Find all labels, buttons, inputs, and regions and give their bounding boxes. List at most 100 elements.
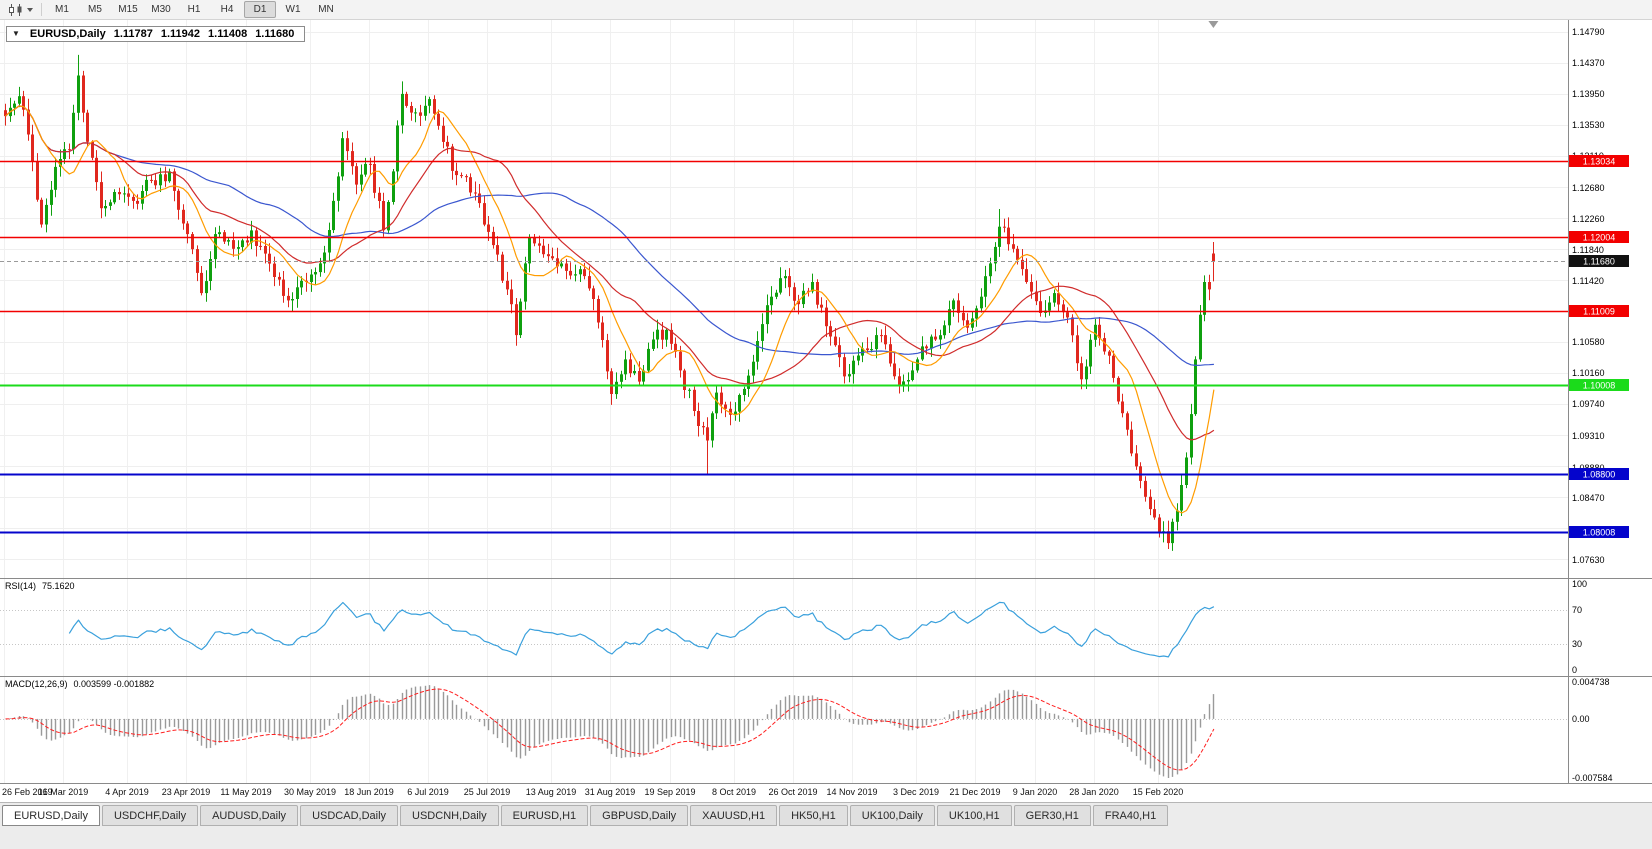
- candle-body: [911, 370, 914, 380]
- candle-body: [1021, 259, 1024, 270]
- chart-tab-usdcnh-daily[interactable]: USDCNH,Daily: [400, 805, 499, 826]
- candle-body: [724, 404, 727, 409]
- candle-body: [934, 336, 937, 340]
- chart-tab-fra40-h1[interactable]: FRA40,H1: [1092, 805, 1169, 826]
- timeframe-button-m1[interactable]: M1: [55, 4, 69, 15]
- candle-body: [483, 203, 486, 225]
- candle-body: [1089, 339, 1092, 367]
- candle-body: [779, 278, 782, 293]
- timeframe-button-w1[interactable]: W1: [285, 4, 301, 15]
- macd-indicator-name: MACD(12,26,9): [5, 679, 68, 689]
- timeframe-button-mn[interactable]: MN: [318, 4, 334, 15]
- date-axis-label: 19 Sep 2019: [644, 787, 696, 797]
- candle-body: [341, 138, 344, 177]
- timeframe-button-h1[interactable]: H1: [187, 4, 201, 15]
- candle-body: [629, 359, 632, 374]
- candle-body: [214, 234, 217, 260]
- candle-body: [807, 290, 810, 292]
- chart-tab-eurusd-h1[interactable]: EURUSD,H1: [500, 805, 589, 826]
- candle-body: [852, 360, 855, 375]
- timeframe-button-m15[interactable]: M15: [118, 4, 138, 15]
- candle-body: [401, 93, 404, 126]
- candle-body: [291, 299, 294, 301]
- candle-body: [519, 301, 522, 336]
- candle-body: [665, 329, 668, 340]
- timeframe-button-h4[interactable]: H4: [220, 4, 234, 15]
- candle-body: [40, 199, 43, 225]
- chart-tab-xauusd-h1[interactable]: XAUUSD,H1: [690, 805, 778, 826]
- price-level-chip[interactable]: [1569, 305, 1629, 317]
- price-level-chip-label: 1.13034: [1583, 157, 1616, 167]
- timeframe-button-d1[interactable]: D1: [244, 1, 276, 18]
- chart-tab-uk100-h1[interactable]: UK100,H1: [936, 805, 1012, 826]
- candle-body: [168, 171, 171, 182]
- price-levels[interactable]: [0, 160, 1568, 534]
- rsi-indicator-name: RSI(14): [5, 581, 37, 591]
- date-axis-label: 11 May 2019: [220, 787, 272, 797]
- chart-window[interactable]: 1.147901.143701.139501.135301.131101.126…: [0, 20, 1652, 802]
- macd-axis-label: 0.004738: [1572, 677, 1610, 687]
- candle-body: [984, 276, 987, 297]
- ohlc-close: 1.11680: [255, 28, 295, 40]
- candle-body: [319, 263, 322, 273]
- candle-body: [250, 230, 253, 243]
- candle-body: [264, 246, 267, 254]
- candle-body: [205, 281, 208, 294]
- candle-body: [346, 138, 349, 152]
- candle-body: [118, 192, 121, 195]
- chart-tab-uk100-daily[interactable]: UK100,Daily: [849, 805, 935, 826]
- price-level-chip[interactable]: [1569, 231, 1629, 243]
- timeframe-button-m5[interactable]: M5: [88, 4, 102, 15]
- chart-type-button[interactable]: [4, 2, 37, 18]
- candle-body: [948, 309, 951, 326]
- candle-body: [1203, 282, 1206, 315]
- candle-body: [788, 276, 791, 288]
- candle-body: [734, 411, 737, 415]
- candle-body: [123, 193, 126, 195]
- candle-body: [797, 300, 800, 305]
- candle-body: [766, 305, 769, 325]
- candle-body: [542, 245, 545, 255]
- price-level-chip[interactable]: [1569, 255, 1629, 267]
- candle-body: [528, 237, 531, 264]
- price-level-chip-label: 1.08800: [1583, 470, 1616, 480]
- chart-canvas[interactable]: 1.147901.143701.139501.135301.131101.126…: [0, 20, 1652, 784]
- date-axis-label: 26 Feb 2019: [2, 787, 53, 797]
- price-level-chip-label: 1.08008: [1583, 528, 1616, 538]
- chart-tab-hk50-h1[interactable]: HK50,H1: [779, 805, 848, 826]
- candle-body: [674, 343, 677, 352]
- timeframe-button-m30[interactable]: M30: [151, 4, 171, 15]
- chart-tab-eurusd-daily[interactable]: EURUSD,Daily: [2, 805, 100, 826]
- candle-body: [132, 196, 135, 201]
- candle-body: [601, 322, 604, 340]
- rsi-axis-label: 70: [1572, 605, 1582, 615]
- one-click-trading-collapse-icon[interactable]: ▼: [12, 29, 20, 38]
- price-level-chip[interactable]: [1569, 379, 1629, 391]
- date-axis-label: 6 Jul 2019: [407, 787, 449, 797]
- chart-tab-audusd-daily[interactable]: AUDUSD,Daily: [200, 805, 299, 826]
- candle-body: [282, 279, 285, 296]
- candle-body: [606, 340, 609, 372]
- candle-body: [579, 269, 582, 275]
- candle-body: [218, 232, 221, 235]
- candle-body: [1057, 293, 1060, 305]
- price-level-chip[interactable]: [1569, 155, 1629, 167]
- price-level-chip[interactable]: [1569, 468, 1629, 480]
- candle-body: [428, 99, 431, 106]
- price-level-chip[interactable]: [1569, 526, 1629, 538]
- candle-body: [332, 200, 335, 231]
- candle-body: [351, 151, 354, 167]
- candle-body: [104, 206, 107, 209]
- chart-tab-gbpusd-daily[interactable]: GBPUSD,Daily: [590, 805, 689, 826]
- rsi-axis-label: 30: [1572, 639, 1582, 649]
- rsi-pane: 100 70 30 0: [0, 579, 1587, 675]
- candle-body: [177, 190, 180, 210]
- candle-body: [957, 300, 960, 313]
- chart-tab-usdchf-daily[interactable]: USDCHF,Daily: [101, 805, 199, 826]
- chart-tab-usdcad-daily[interactable]: USDCAD,Daily: [300, 805, 399, 826]
- candle-body: [802, 290, 805, 305]
- chart-tab-ger30-h1[interactable]: GER30,H1: [1013, 805, 1091, 826]
- candle-body: [154, 180, 157, 186]
- candle-body: [127, 193, 130, 197]
- candle-body: [1167, 531, 1170, 544]
